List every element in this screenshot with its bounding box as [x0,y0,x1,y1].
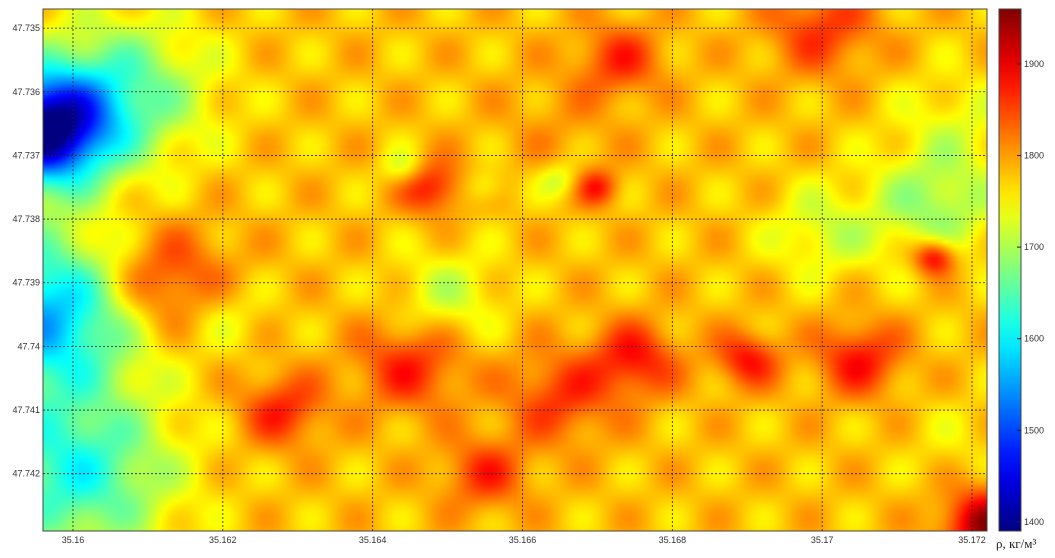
y-tick-label: 47.742 [12,469,40,479]
y-tick-label: 47.739 [12,278,40,288]
colorbar-tick-label: 1900 [1024,59,1044,69]
y-tick-label: 47.741 [12,405,40,415]
colorbar-label: ρ, кг/м³ [996,536,1036,551]
colorbar-gradient [998,8,1022,532]
y-tick-label: 47.736 [12,87,40,97]
x-tick-label: 35.166 [509,535,537,545]
x-tick-label: 35.162 [209,535,237,545]
colorbar-tick-label: 1800 [1024,151,1044,161]
plot-frame [42,8,988,532]
y-axis: 47.735 47.736 47.737 47.738 47.739 47.74 47.74… [12,23,40,479]
plot-area [42,8,988,532]
y-tick-label: 47.735 [12,23,40,33]
colorbar-tick-label: 1700 [1024,242,1044,252]
grid-lines [43,9,987,531]
colorbar-tick-label: 1400 [1024,517,1044,527]
x-tick-label: 35.164 [359,535,387,545]
x-tick-label: 35.172 [958,535,986,545]
colorbar: 1400 1500 1600 1700 1800 1900 [998,8,1044,532]
x-tick-label: 35.17 [811,535,834,545]
x-tick-label: 35.16 [62,535,85,545]
y-tick-label: 47.738 [12,214,40,224]
x-tick-label: 35.168 [659,535,687,545]
colorbar-tick-label: 1500 [1024,425,1044,435]
y-tick-label: 47.737 [12,150,40,160]
density-heatmap [43,9,987,531]
y-tick-label: 47.74 [17,341,40,351]
x-axis: 35.16 35.162 35.164 35.166 35.168 35.17 35.172 [62,535,986,545]
colorbar-tick-label: 1600 [1024,334,1044,344]
